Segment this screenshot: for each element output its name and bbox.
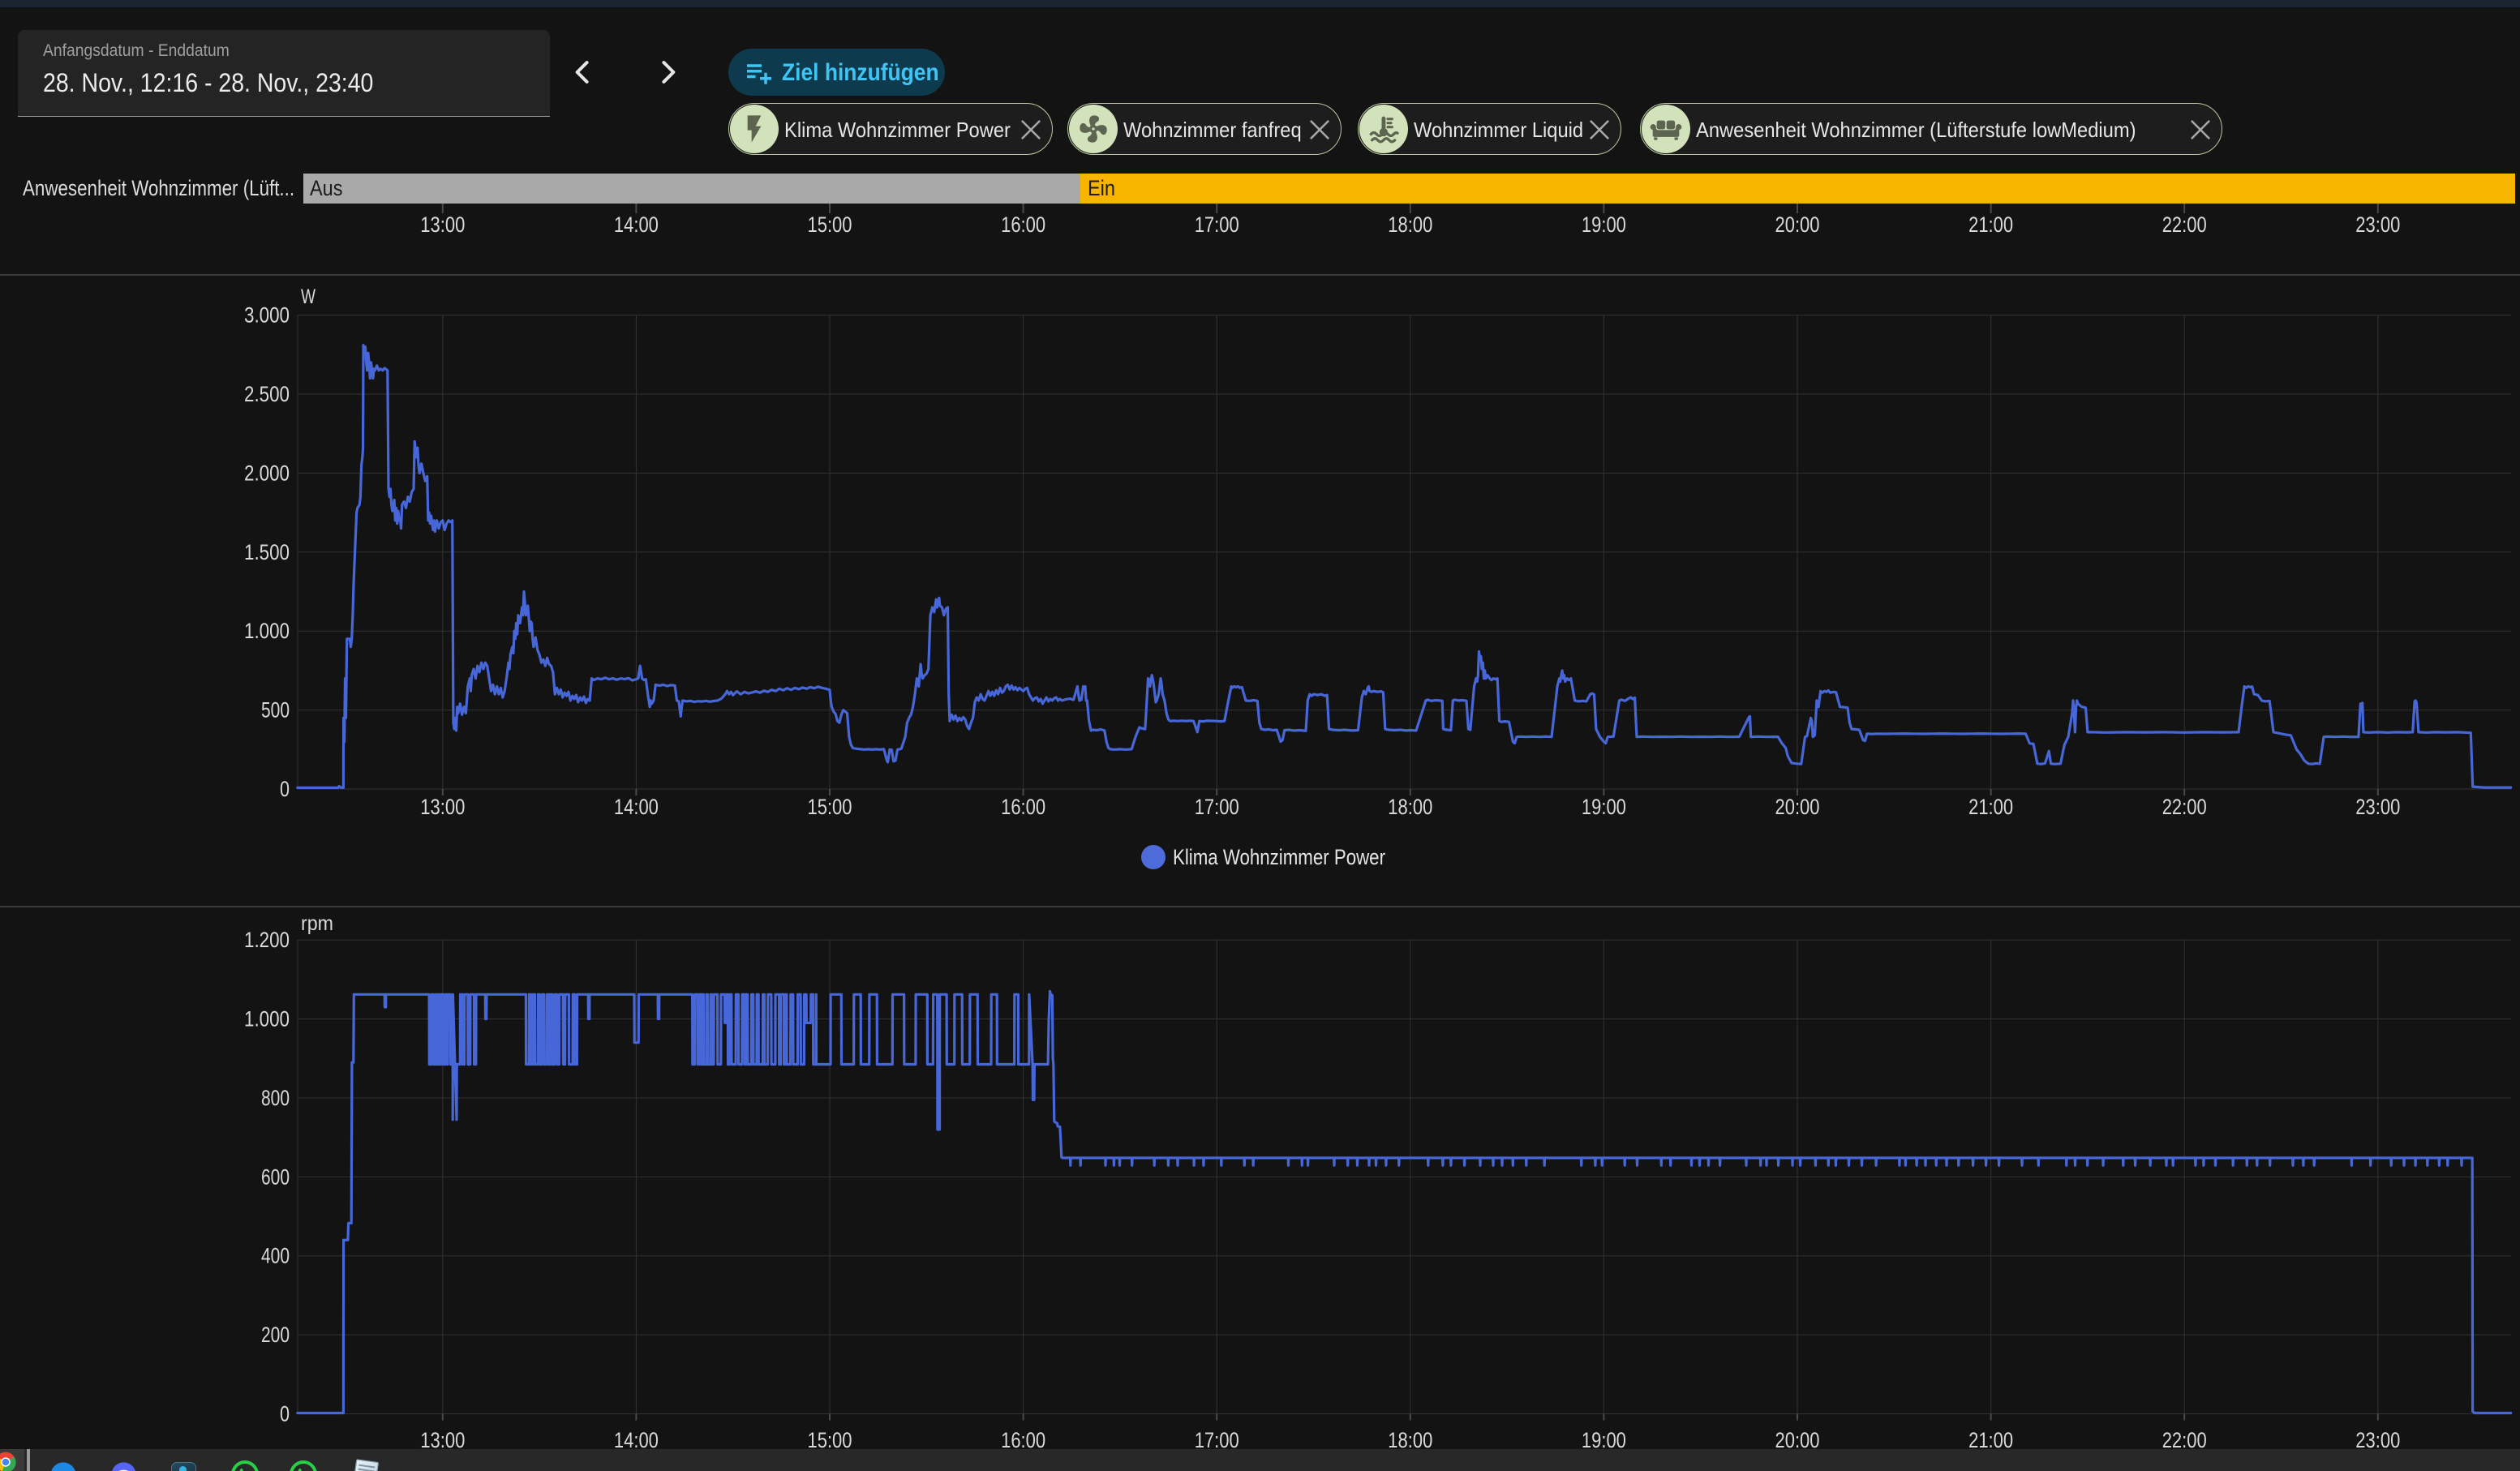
svg-text:3.000: 3.000 (244, 303, 290, 328)
svg-text:20:00: 20:00 (1775, 1428, 1820, 1452)
svg-text:16:00: 16:00 (1001, 1428, 1045, 1452)
svg-text:20:00: 20:00 (1775, 795, 1820, 819)
svg-text:200: 200 (261, 1323, 290, 1347)
svg-text:16:00: 16:00 (1001, 212, 1045, 237)
svg-text:18:00: 18:00 (1388, 795, 1432, 819)
svg-text:2.000: 2.000 (244, 461, 290, 485)
svg-text:15:00: 15:00 (808, 212, 852, 237)
svg-text:17:00: 17:00 (1195, 1428, 1239, 1452)
svg-text:22:00: 22:00 (2162, 795, 2207, 819)
svg-text:23:00: 23:00 (2355, 795, 2400, 819)
svg-text:800: 800 (261, 1086, 290, 1110)
svg-text:20:00: 20:00 (1775, 212, 1820, 237)
svg-text:17:00: 17:00 (1195, 795, 1239, 819)
svg-text:21:00: 21:00 (1968, 212, 2013, 237)
svg-text:rpm: rpm (301, 912, 333, 935)
svg-text:1.200: 1.200 (244, 928, 290, 952)
svg-text:17:00: 17:00 (1195, 212, 1239, 237)
svg-text:19:00: 19:00 (1582, 1428, 1626, 1452)
svg-text:18:00: 18:00 (1388, 1428, 1432, 1452)
svg-text:13:00: 13:00 (420, 795, 465, 819)
svg-text:14:00: 14:00 (614, 795, 659, 819)
svg-text:19:00: 19:00 (1582, 212, 1626, 237)
svg-text:W: W (301, 285, 316, 308)
svg-text:0: 0 (280, 777, 290, 801)
svg-text:0: 0 (280, 1402, 290, 1426)
svg-text:23:00: 23:00 (2355, 212, 2400, 237)
svg-text:14:00: 14:00 (614, 1428, 659, 1452)
svg-text:13:00: 13:00 (420, 212, 465, 237)
svg-text:Klima Wohnzimmer Power: Klima Wohnzimmer Power (1173, 845, 1385, 869)
svg-text:21:00: 21:00 (1968, 1428, 2013, 1452)
svg-text:19:00: 19:00 (1582, 795, 1626, 819)
svg-text:13:00: 13:00 (420, 1428, 465, 1452)
svg-text:500: 500 (261, 698, 290, 723)
svg-text:1.000: 1.000 (244, 1007, 290, 1031)
svg-text:14:00: 14:00 (614, 212, 659, 237)
svg-text:15:00: 15:00 (808, 795, 852, 819)
svg-text:600: 600 (261, 1164, 290, 1189)
svg-text:18:00: 18:00 (1388, 212, 1432, 237)
svg-text:22:00: 22:00 (2162, 1428, 2207, 1452)
svg-text:2.500: 2.500 (244, 382, 290, 406)
svg-text:21:00: 21:00 (1968, 795, 2013, 819)
svg-text:400: 400 (261, 1244, 290, 1268)
svg-text:16:00: 16:00 (1001, 795, 1045, 819)
svg-text:15:00: 15:00 (808, 1428, 852, 1452)
svg-text:23:00: 23:00 (2355, 1428, 2400, 1452)
svg-text:1.500: 1.500 (244, 540, 290, 564)
svg-text:22:00: 22:00 (2162, 212, 2207, 237)
svg-text:1.000: 1.000 (244, 619, 290, 643)
